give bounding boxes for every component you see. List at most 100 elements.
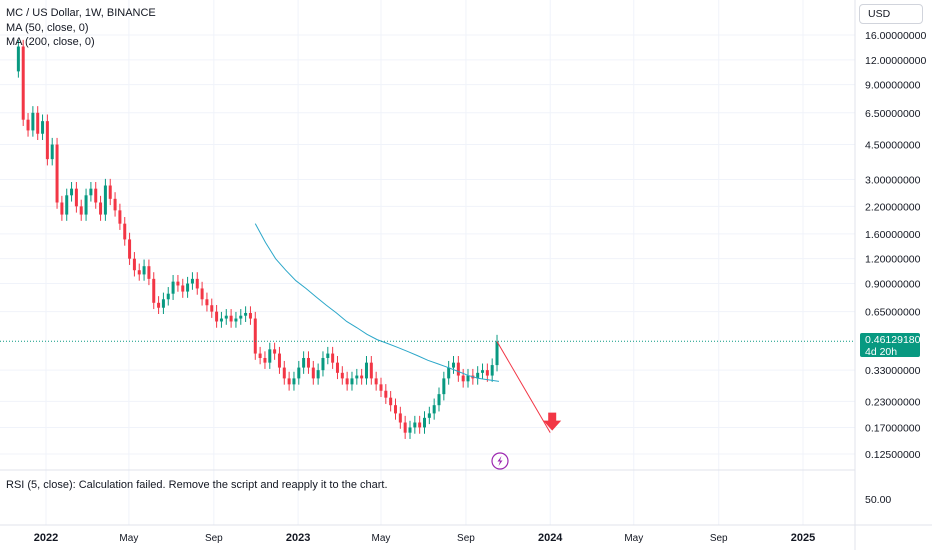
candle-body — [442, 378, 446, 395]
candle-body — [205, 299, 209, 306]
candle-body — [70, 188, 74, 196]
candle-body — [60, 202, 64, 215]
candle-body — [84, 195, 88, 215]
candle-body — [239, 315, 243, 319]
price-tick-label: 0.23000000 — [865, 396, 921, 408]
candle-body — [413, 422, 417, 428]
candle-body — [306, 357, 310, 368]
candle-body — [99, 202, 103, 215]
candle-body — [26, 119, 30, 131]
candle-body — [195, 278, 199, 289]
candle-body — [263, 357, 267, 363]
candle-body — [234, 318, 238, 322]
candle-body — [152, 278, 156, 303]
time-tick-label: 2022 — [34, 532, 58, 544]
candle-body — [389, 397, 393, 406]
candle-body — [118, 210, 122, 224]
candle-body — [379, 384, 383, 391]
candle-body — [287, 378, 291, 385]
price-axis[interactable]: 16.00000000 12.00000000 9.00000000 6.500000… — [865, 30, 926, 461]
candle-body — [200, 288, 204, 300]
candle-body — [335, 362, 339, 373]
candle-body — [258, 353, 262, 358]
lightning-icon-bolt — [497, 456, 503, 466]
candle-body — [490, 365, 494, 376]
time-tick-label: May — [119, 533, 138, 544]
legend-ma50[interactable]: MA (50, close, 0) — [6, 21, 89, 34]
price-tick-label: 0.90000000 — [865, 279, 921, 291]
candle-body — [142, 266, 146, 275]
price-tick-label: 12.00000000 — [865, 55, 926, 67]
forecast-line — [496, 341, 551, 433]
candle-body — [393, 405, 397, 414]
candle-body — [45, 121, 49, 160]
price-tick-label: 0.65000000 — [865, 307, 921, 319]
candle-body — [364, 362, 368, 379]
candle-body — [437, 394, 441, 406]
candle-body — [466, 375, 470, 382]
time-tick-label: May — [372, 533, 391, 544]
candle-body — [311, 367, 315, 379]
legend-ma200[interactable]: MA (200, close, 0) — [6, 36, 95, 48]
candle-body — [321, 357, 325, 371]
time-tick-label: 2025 — [791, 532, 815, 544]
price-tick-label: 1.20000000 — [865, 254, 921, 266]
candle-body — [423, 417, 426, 428]
legend-symbol[interactable]: MC / US Dollar, 1W, BINANCE — [6, 7, 156, 19]
candle-body — [215, 311, 219, 322]
candle-body — [432, 405, 436, 414]
candle-body — [384, 390, 388, 398]
arrow-shape — [543, 412, 562, 431]
candle-body — [171, 281, 175, 294]
grid — [0, 0, 855, 525]
candle-body — [340, 372, 344, 379]
price-tick-label: 6.50000000 — [865, 108, 921, 120]
candle-body — [224, 315, 228, 319]
currency-button[interactable]: USD — [859, 4, 923, 24]
candle-body — [398, 413, 402, 423]
candle-body — [244, 312, 248, 316]
time-axis[interactable]: 2022 May Sep 2023 May Sep 2024 May Sep 2025 — [34, 532, 815, 544]
time-tick-label: Sep — [205, 533, 223, 544]
candle-body — [137, 270, 141, 275]
candle-body — [248, 312, 252, 319]
candle-body — [108, 185, 112, 199]
candle-body — [360, 375, 364, 379]
candle-body — [292, 378, 296, 385]
candle-body — [408, 427, 412, 433]
candle-body — [427, 413, 431, 418]
rsi-error-message: RSI (5, close): Calculation failed. Remo… — [6, 479, 388, 491]
price-tick-label: 3.00000000 — [865, 175, 921, 187]
candle-body — [31, 112, 35, 131]
candle-body — [297, 367, 301, 379]
candle-body — [277, 353, 281, 368]
time-tick-label: 2024 — [538, 532, 563, 544]
candle-body — [181, 285, 185, 292]
candle-body — [147, 266, 151, 279]
price-tick-label: 16.00000000 — [865, 30, 926, 42]
price-tick-label: 1.60000000 — [865, 229, 921, 241]
candle-body — [326, 353, 330, 358]
candle-body — [268, 349, 272, 363]
price-tick-label: 0.12500000 — [865, 449, 921, 461]
candle-body — [161, 299, 165, 308]
arrow-down-icon — [543, 412, 562, 431]
candle-body — [461, 375, 465, 382]
last-price-countdown: 4d 20h — [865, 346, 898, 358]
rsi-axis-label: 50.00 — [865, 494, 891, 506]
candle-body — [456, 362, 460, 376]
candle-body — [103, 185, 107, 215]
price-tick-label: 4.50000000 — [865, 140, 921, 152]
candle-body — [374, 378, 378, 385]
lightning-icon[interactable] — [491, 452, 509, 470]
candle-body — [355, 375, 359, 379]
candle-body — [186, 283, 190, 292]
time-tick-label: Sep — [710, 533, 728, 544]
candle-body — [21, 46, 25, 120]
candle-body — [369, 362, 373, 379]
candle-body — [418, 422, 422, 428]
candle-body — [316, 370, 320, 379]
candle-body — [452, 362, 456, 368]
candle-body — [176, 281, 180, 286]
